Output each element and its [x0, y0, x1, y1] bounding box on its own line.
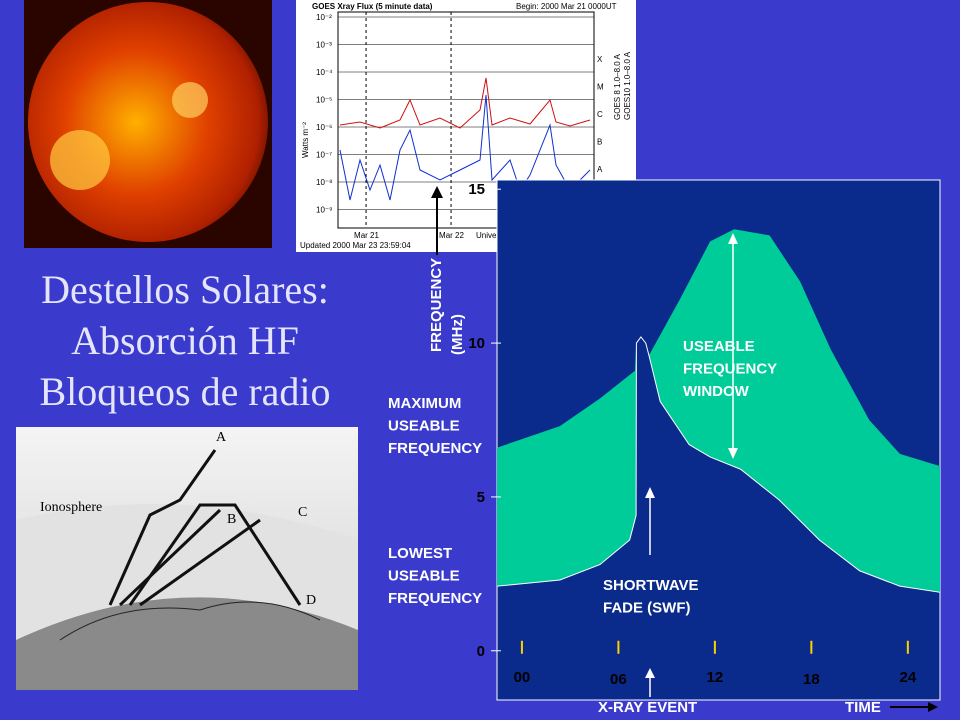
annotation: MAXIMUM [388, 395, 461, 412]
goes-title: GOES Xray Flux (5 minute data) [312, 2, 433, 11]
x-tick-label: 12 [707, 669, 724, 686]
arrow-head [728, 233, 738, 244]
goes-long-channel [339, 77, 591, 129]
x-tick-label: 24 [899, 669, 916, 686]
goes-class: X [597, 55, 603, 64]
goes-x-tick: Mar 22 [439, 231, 464, 240]
annotation: LOWEST [388, 545, 452, 562]
y-axis-label: FREQUENCY [428, 258, 445, 352]
earth [16, 597, 358, 690]
goes-y-tick: 10⁻⁴ [316, 68, 333, 77]
ionosphere-figure: Ionosphere A B C D [16, 427, 358, 690]
ray-label: C [298, 505, 307, 520]
ray-label: B [227, 512, 236, 527]
slide-text: Absorción HF [71, 318, 299, 363]
ray-d [128, 503, 302, 606]
goes-updated: Updated 2000 Mar 23 23:59:04 [300, 241, 411, 250]
x-axis-label: TIME [845, 699, 881, 716]
annotation: FREQUENCY [683, 361, 777, 378]
goes-begin: Begin: 2000 Mar 21 0000UT [516, 2, 617, 11]
annotation: WINDOW [683, 383, 750, 400]
goes-y-tick: 10⁻² [316, 13, 332, 22]
ray-c [139, 518, 261, 607]
slide-text: Destellos Solares: [41, 267, 329, 312]
goes-short-channel [339, 94, 591, 201]
goes-class: B [597, 138, 602, 147]
ray-b [118, 508, 222, 607]
arrow-head [728, 448, 738, 459]
sun-disk [28, 2, 268, 242]
y-tick-label: 5 [477, 489, 485, 506]
goes-y-tick: 10⁻³ [316, 41, 332, 50]
goes-y-tick: 10⁻⁷ [316, 151, 332, 160]
goes-y-tick: 10⁻⁶ [316, 123, 332, 132]
goes-ylabel: Watts m⁻² [301, 122, 310, 158]
goes-frame [337, 11, 595, 229]
annotation: USEABLE [683, 338, 755, 355]
goes-class: C [597, 110, 603, 119]
goes-y-tick: 10⁻⁹ [316, 206, 333, 215]
ray-label: D [306, 593, 316, 608]
ray-label: A [216, 430, 227, 445]
annotation: USEABLE [388, 418, 460, 435]
arrow-head [645, 668, 655, 678]
y-tick-label: 15 [468, 181, 485, 198]
band-area [496, 336, 941, 701]
annotation: SHORTWAVE [603, 577, 699, 594]
ionosphere-label: Ionosphere [40, 500, 102, 515]
coastline [59, 601, 321, 641]
goes-legend: GOES 8 1.0–8.0 A [613, 54, 622, 120]
goes-plot: 10⁻² 10⁻³ 10⁻⁴ 10⁻⁵ 10⁻⁶ 10⁻⁷ 10⁻⁸ 10⁻⁹ X M C B A Mar… [296, 0, 636, 252]
rays [108, 449, 302, 607]
annotation: FREQUENCY [388, 440, 482, 457]
arrow-head [431, 186, 443, 198]
y-axis-label: (MHz) [449, 314, 466, 355]
sun-active-region [50, 130, 110, 190]
y-tick-label: 0 [477, 643, 485, 660]
arrow-head [645, 487, 655, 498]
goes-legend: GOES10 1.0–8.0 A [623, 51, 632, 120]
annotation: FADE (SWF) [603, 600, 691, 617]
x-tick-label: 06 [610, 671, 627, 688]
arrow-head [928, 702, 938, 712]
goes-y-tick: 10⁻⁸ [316, 178, 333, 187]
event-label: X-RAY EVENT [598, 699, 697, 716]
ray-a [108, 449, 217, 606]
annotation: USEABLE [388, 568, 460, 585]
goes-class: M [597, 83, 604, 92]
goes-y-tick: 10⁻⁵ [316, 96, 332, 105]
annotation: FREQUENCY [388, 590, 482, 607]
x-tick-label: 00 [514, 669, 531, 686]
goes-class: A [597, 165, 603, 174]
sun-active-region [172, 82, 208, 118]
goes-x-tick: Mar 21 [354, 231, 379, 240]
x-tick-label: 18 [803, 671, 820, 688]
slide-text: Bloqueos de radio [39, 369, 330, 414]
y-tick-label: 10 [468, 335, 485, 352]
